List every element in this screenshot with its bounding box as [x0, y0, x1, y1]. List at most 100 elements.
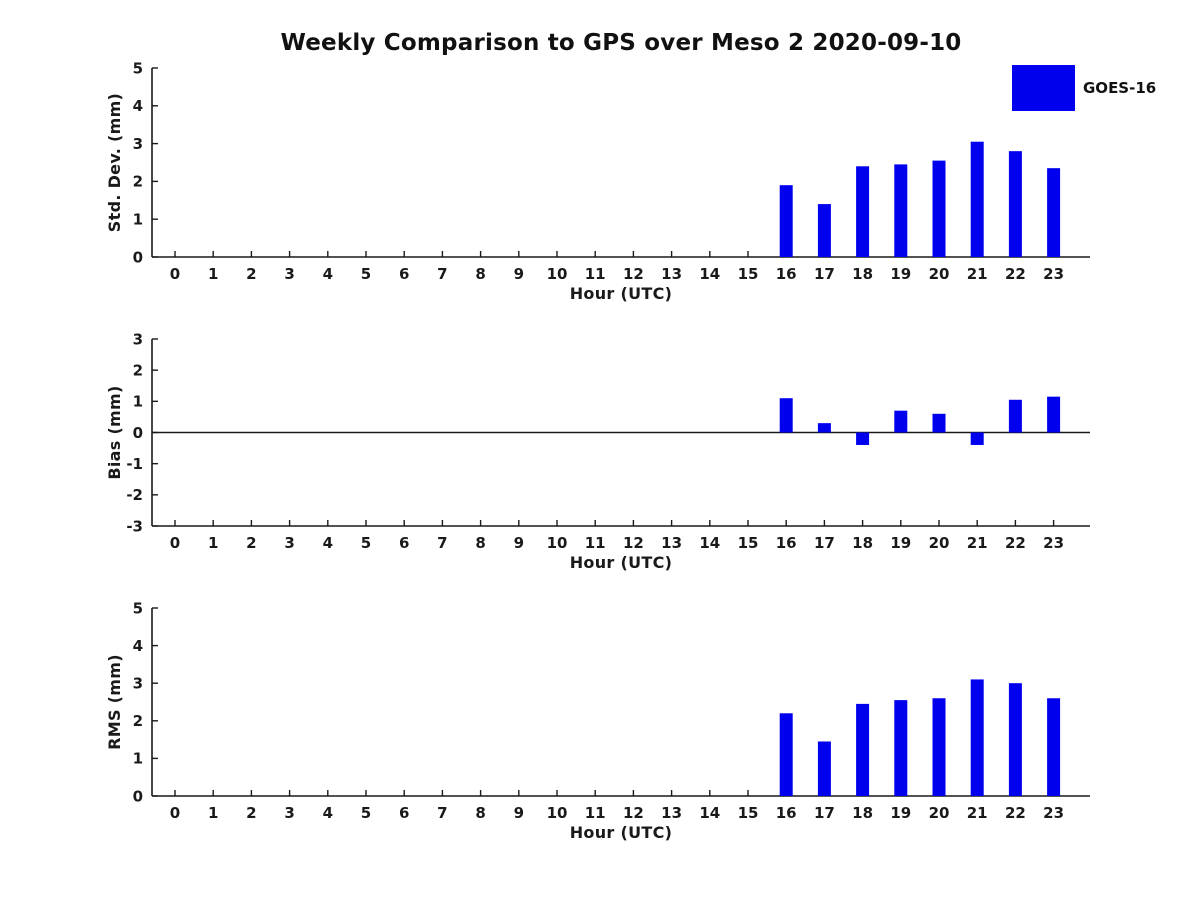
x-tick-label: 23: [1043, 534, 1064, 552]
y-tick-label: 4: [133, 637, 143, 655]
legend-swatch-goes-16: [1012, 65, 1075, 111]
y-ticks: 0 1 2 3 4 5: [133, 59, 158, 266]
x-tick-label: 17: [814, 265, 835, 283]
x-tick-label: 3: [284, 265, 294, 283]
x-ticks: 0 1 2 3 4 5 6 7 8 9 10 11 12 13 14 15 16 17 18 19 20 21 22 23: [170, 790, 1064, 822]
x-tick-label: 8: [475, 534, 485, 552]
x-tick-label: 23: [1043, 804, 1064, 822]
x-tick-label: 11: [585, 265, 606, 283]
y-tick-label: 2: [133, 173, 143, 191]
x-tick-label: 19: [890, 804, 911, 822]
y-axis-label: Bias (mm): [105, 385, 124, 479]
x-tick-label: 13: [661, 534, 682, 552]
rms-bar-hour-18: [856, 703, 870, 796]
x-tick-label: 20: [929, 265, 950, 283]
x-axis-label: Hour (UTC): [570, 823, 673, 842]
x-tick-label: 1: [208, 265, 218, 283]
chart-title: Weekly Comparison to GPS over Meso 2 202…: [280, 30, 962, 56]
x-tick-label: 2: [246, 265, 256, 283]
std-dev-bar-hour-19: [894, 164, 908, 257]
x-tick-label: 10: [547, 534, 568, 552]
std-dev-bar-hour-18: [856, 166, 870, 257]
x-tick-label: 22: [1005, 265, 1026, 283]
x-tick-label: 13: [661, 265, 682, 283]
x-tick-label: 16: [776, 804, 797, 822]
y-tick-label: 3: [133, 330, 143, 348]
std-dev-bar-hour-17: [817, 204, 831, 257]
y-tick-label: 5: [133, 599, 143, 617]
x-axis-label: Hour (UTC): [570, 553, 673, 572]
x-tick-label: 4: [323, 804, 333, 822]
bars-std-dev: [779, 141, 1061, 257]
y-tick-label: 0: [133, 248, 143, 266]
y-tick-label: 0: [133, 787, 143, 805]
x-tick-label: 12: [623, 804, 644, 822]
x-tick-label: 4: [323, 265, 333, 283]
x-tick-label: 1: [208, 804, 218, 822]
x-tick-label: 6: [399, 265, 409, 283]
x-tick-label: 0: [170, 265, 180, 283]
std-dev-bar-hour-21: [970, 141, 984, 257]
y-tick-label: 1: [133, 750, 143, 768]
x-tick-label: 1: [208, 534, 218, 552]
x-tick-label: 14: [699, 534, 720, 552]
x-tick-label: 15: [738, 534, 759, 552]
std-dev-bar-hour-22: [1008, 151, 1022, 257]
y-tick-label: 5: [133, 59, 143, 77]
x-tick-label: 21: [967, 534, 988, 552]
rms-bar-hour-21: [970, 679, 984, 796]
y-tick-label: 2: [133, 361, 143, 379]
x-tick-label: 10: [547, 804, 568, 822]
x-tick-label: 7: [437, 804, 447, 822]
y-tick-label: -1: [126, 455, 143, 473]
x-tick-label: 14: [699, 804, 720, 822]
y-tick-label: 3: [133, 135, 143, 153]
x-tick-label: 21: [967, 265, 988, 283]
y-ticks: 0 1 2 3 4 5: [133, 599, 158, 805]
x-tick-label: 8: [475, 265, 485, 283]
bias-bar-hour-18: [856, 432, 870, 445]
rms-bar-hour-16: [779, 713, 793, 796]
legend-label: GOES-16: [1083, 79, 1157, 97]
x-tick-label: 8: [475, 804, 485, 822]
rms-bar-hour-22: [1008, 683, 1022, 796]
x-tick-label: 10: [547, 265, 568, 283]
x-tick-label: 5: [361, 804, 371, 822]
x-tick-label: 6: [399, 534, 409, 552]
y-axis-label: Std. Dev. (mm): [105, 93, 124, 232]
x-tick-label: 19: [890, 265, 911, 283]
x-tick-label: 6: [399, 804, 409, 822]
x-tick-label: 3: [284, 804, 294, 822]
x-tick-label: 9: [514, 804, 524, 822]
x-tick-label: 20: [929, 804, 950, 822]
rms-bar-hour-17: [817, 741, 831, 796]
x-tick-label: 5: [361, 534, 371, 552]
y-tick-label: 3: [133, 674, 143, 692]
bias-bar-hour-19: [894, 410, 908, 433]
bias-bar-hour-21: [970, 432, 984, 445]
y-tick-label: 1: [133, 393, 143, 411]
bias-bar-hour-23: [1047, 396, 1061, 433]
x-tick-label: 22: [1005, 534, 1026, 552]
rms-bar-hour-23: [1047, 698, 1061, 796]
x-tick-label: 4: [323, 534, 333, 552]
x-tick-label: 2: [246, 804, 256, 822]
bias-bar-hour-20: [932, 413, 946, 433]
y-ticks: -3 -2 -1 0 1 2 3: [126, 330, 158, 535]
x-tick-label: 9: [514, 265, 524, 283]
x-tick-label: 20: [929, 534, 950, 552]
x-tick-label: 7: [437, 534, 447, 552]
x-tick-label: 14: [699, 265, 720, 283]
x-tick-label: 15: [738, 265, 759, 283]
x-tick-label: 13: [661, 804, 682, 822]
x-tick-label: 18: [852, 804, 873, 822]
x-ticks: 0 1 2 3 4 5 6 7 8 9 10 11 12 13 14 15 16 17 18 19 20 21 22 23: [170, 520, 1064, 552]
x-tick-label: 16: [776, 265, 797, 283]
y-tick-label: 2: [133, 712, 143, 730]
bias-bar-hour-17: [817, 423, 831, 433]
bias-bar-hour-16: [779, 398, 793, 433]
